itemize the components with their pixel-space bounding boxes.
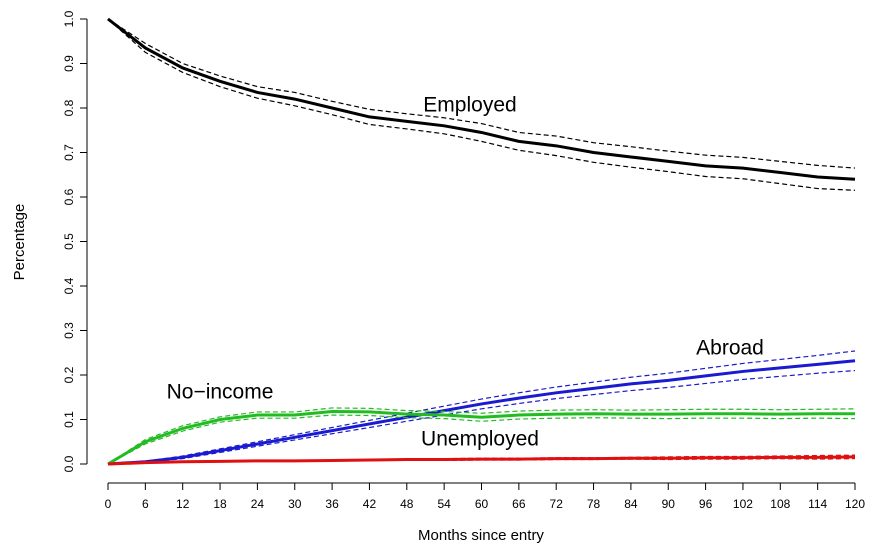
series-label: Employed — [423, 94, 516, 117]
x-tick-label: 90 — [662, 497, 676, 511]
lower-band — [107, 369, 856, 465]
series-line — [107, 455, 856, 466]
y-tick-label: 0.7 — [62, 144, 76, 161]
x-tick-label: 36 — [325, 497, 339, 511]
upper-band — [107, 350, 856, 465]
lower-band — [107, 414, 856, 465]
x-tick-label: 78 — [587, 497, 601, 511]
x-tick-label: 60 — [475, 497, 489, 511]
x-tick-label: 30 — [288, 497, 302, 511]
y-tick-label: 1.0 — [62, 10, 76, 27]
y-tick-label: 0.5 — [62, 233, 76, 250]
upper-band — [107, 407, 856, 465]
series-label: Abroad — [696, 337, 764, 360]
y-tick-label: 0.0 — [62, 455, 76, 472]
x-tick-label: 0 — [105, 497, 112, 511]
x-tick-label: 48 — [400, 497, 414, 511]
y-tick-label: 0.3 — [62, 322, 76, 339]
x-tick-label: 6 — [142, 497, 149, 511]
x-tick-label: 72 — [550, 497, 564, 511]
x-tick-label: 42 — [363, 497, 377, 511]
y-tick-label: 0.8 — [62, 99, 76, 116]
series-label: No−income — [167, 381, 274, 404]
y-tick-label: 0.1 — [62, 411, 76, 428]
x-tick-label: 84 — [624, 497, 638, 511]
x-tick-label: 114 — [808, 497, 827, 511]
x-tick-label: 66 — [512, 497, 526, 511]
x-tick-label: 108 — [770, 497, 790, 511]
y-tick-label: 0.6 — [62, 188, 76, 205]
y-tick-label: 0.9 — [62, 55, 76, 72]
x-tick-label: 102 — [733, 497, 753, 511]
x-tick-label: 12 — [176, 497, 190, 511]
x-tick-label: 120 — [845, 497, 865, 511]
y-tick-label: 0.4 — [62, 277, 76, 294]
x-axis-label: Months since entry — [418, 527, 544, 544]
series-line — [107, 17, 856, 181]
series-line — [107, 409, 855, 466]
y-axis-label: Percentage — [11, 204, 28, 281]
upper-band — [107, 18, 856, 169]
x-tick-label: 24 — [251, 497, 265, 511]
series-label: Unemployed — [421, 428, 539, 451]
series-line — [107, 359, 856, 466]
y-tick-label: 0.2 — [62, 366, 76, 383]
x-tick-label: 54 — [437, 497, 451, 511]
x-tick-label: 96 — [699, 497, 713, 511]
x-tick-label: 18 — [213, 497, 227, 511]
lower-band — [107, 18, 856, 191]
